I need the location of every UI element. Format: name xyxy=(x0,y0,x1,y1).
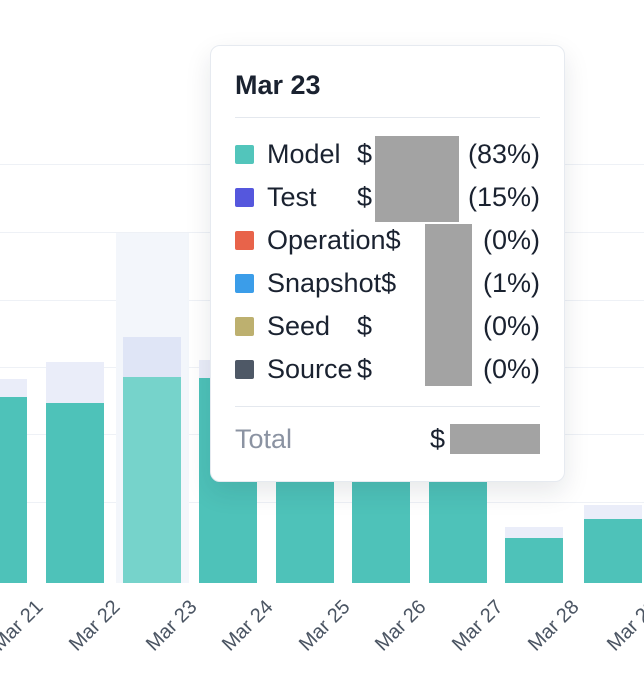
legend-percentage: (0%) xyxy=(482,311,540,341)
legend-percentage: (0%) xyxy=(482,354,540,384)
tooltip-row-operation: Operation $ (0%) xyxy=(235,219,540,262)
bar-segment-secondary[interactable] xyxy=(505,527,563,538)
bar-segment-model[interactable] xyxy=(505,538,563,583)
currency-sign: $ xyxy=(357,182,373,212)
bar-segment-model[interactable] xyxy=(123,377,181,583)
legend-swatch-test xyxy=(235,188,254,207)
redaction-box-values-top xyxy=(375,136,459,222)
legend-percentage: (15%) xyxy=(467,182,540,212)
legend-swatch-source xyxy=(235,360,254,379)
tooltip-row-source: Source $ (0%) xyxy=(235,348,540,391)
bar-segment-secondary[interactable] xyxy=(46,362,104,403)
currency-sign: $ xyxy=(357,354,373,384)
currency-sign: $ xyxy=(385,225,401,255)
legend-label: Source xyxy=(267,354,353,384)
tooltip-divider-bottom xyxy=(235,406,540,407)
legend-percentage: (83%) xyxy=(467,139,540,169)
bar-segment-secondary[interactable] xyxy=(584,505,642,519)
bar-segment-model[interactable] xyxy=(0,397,27,583)
redaction-box-values-bottom xyxy=(425,224,472,386)
legend-swatch-snapshot xyxy=(235,274,254,293)
currency-sign: $ xyxy=(429,423,445,454)
tooltip-row-test: Test $ (15%) xyxy=(235,176,540,219)
tooltip-divider-top xyxy=(235,117,540,118)
bar-segment-secondary[interactable] xyxy=(0,379,27,397)
legend-percentage: (1%) xyxy=(482,268,540,298)
legend-label: Test xyxy=(267,182,317,212)
currency-sign: $ xyxy=(357,311,373,341)
tooltip-row-model: Model $ (83%) xyxy=(235,133,540,176)
currency-sign: $ xyxy=(381,268,397,298)
legend-swatch-operation xyxy=(235,231,254,250)
tooltip-title: Mar 23 xyxy=(235,70,321,100)
bar-segment-model[interactable] xyxy=(46,403,104,583)
redaction-box-total xyxy=(450,424,540,454)
legend-swatch-seed xyxy=(235,317,254,336)
legend-label: Model xyxy=(267,139,341,169)
tooltip-total-row: Total $ xyxy=(235,421,540,457)
legend-swatch-model xyxy=(235,145,254,164)
legend-label: Snapshot xyxy=(267,268,382,298)
chart-tooltip: Mar 23 Model $ (83%) Test $ (15%) Operat… xyxy=(210,45,565,482)
tooltip-row-snapshot: Snapshot $ (1%) xyxy=(235,262,540,305)
total-value: $ xyxy=(430,424,540,455)
tooltip-legend-rows: Model $ (83%) Test $ (15%) Operation $ (… xyxy=(235,133,540,391)
legend-percentage: (0%) xyxy=(482,225,540,255)
legend-label: Seed xyxy=(267,311,331,341)
bar-segment-model[interactable] xyxy=(584,519,642,583)
legend-label: Operation xyxy=(267,225,386,255)
bar-segment-secondary[interactable] xyxy=(123,337,181,377)
currency-sign: $ xyxy=(357,139,373,169)
tooltip-row-seed: Seed $ (0%) xyxy=(235,305,540,348)
total-label: Total xyxy=(235,423,293,454)
